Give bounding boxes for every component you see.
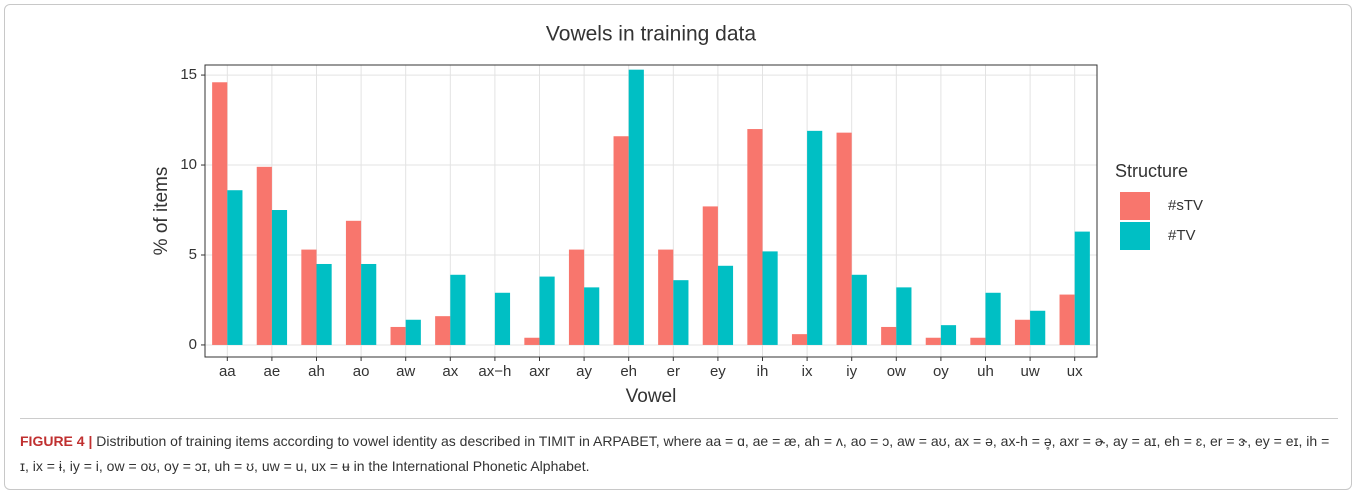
bar: [1014, 319, 1031, 345]
bar: [450, 274, 466, 345]
bar: [390, 326, 406, 345]
legend-title: Structure: [1115, 161, 1188, 181]
bar: [925, 337, 941, 345]
x-tick-label: oy: [933, 363, 949, 380]
y-axis-label: % of items: [151, 167, 172, 256]
bar: [940, 325, 957, 345]
bar: [791, 334, 808, 345]
bar: [762, 251, 778, 345]
legend-key: [1120, 222, 1150, 250]
chart: Vowels in training data Vowel % of items…: [151, 23, 1203, 407]
caption: FIGURE 4 | Distribution of training item…: [20, 418, 1338, 479]
y-tick-label: 15: [180, 66, 197, 83]
legend-label: #sTV: [1168, 197, 1203, 214]
x-tick-label: uw: [1021, 363, 1040, 380]
x-tick-label: ao: [353, 363, 370, 380]
bar: [717, 265, 734, 345]
x-tick-label: ay: [576, 363, 592, 380]
bar: [881, 326, 897, 345]
x-tick-label: ah: [308, 363, 325, 380]
caption-text: Distribution of training items according…: [20, 433, 1330, 474]
bar: [361, 263, 377, 345]
bar: [345, 220, 362, 345]
bar: [1074, 231, 1090, 345]
y-tick-label: 0: [189, 336, 197, 353]
x-tick-label: ih: [757, 363, 769, 380]
figure-frame: [4, 4, 1352, 490]
x-tick-label: ax−h: [478, 363, 511, 380]
bar: [212, 82, 228, 345]
bar: [747, 129, 763, 345]
x-tick-label: ae: [264, 363, 281, 380]
x-tick-label: ax: [442, 363, 458, 380]
bar: [524, 337, 540, 345]
x-tick-label: ey: [710, 363, 726, 380]
x-tick-label: ix: [802, 363, 813, 380]
bar: [405, 319, 421, 345]
bar: [896, 287, 912, 345]
bar: [851, 274, 867, 345]
y-tick-label: 10: [180, 156, 197, 173]
bar: [584, 287, 600, 345]
bar: [568, 249, 585, 345]
bar: [970, 337, 986, 345]
x-tick-label: ux: [1067, 363, 1083, 380]
bar: [658, 249, 674, 345]
bar: [256, 166, 272, 345]
bar: [316, 263, 332, 345]
x-tick-label: uh: [977, 363, 994, 380]
x-tick-label: aa: [219, 363, 236, 380]
x-tick-label: iy: [846, 363, 857, 380]
bar: [1030, 310, 1046, 345]
x-tick-label: ow: [887, 363, 906, 380]
bar: [985, 292, 1001, 345]
bar: [836, 132, 852, 345]
x-tick-label: eh: [620, 363, 637, 380]
legend-key: [1120, 192, 1150, 220]
bar: [628, 69, 644, 345]
bar: [494, 292, 511, 345]
bar: [673, 280, 689, 345]
bar: [702, 206, 718, 345]
bar: [271, 210, 288, 345]
bar: [539, 276, 555, 345]
bar: [301, 249, 317, 345]
bar: [1059, 294, 1075, 345]
x-tick-label: er: [667, 363, 680, 380]
plot-panel: [204, 64, 1098, 358]
y-tick-label: 5: [189, 246, 197, 263]
caption-label: FIGURE 4 |: [20, 433, 93, 449]
x-axis-label: Vowel: [626, 386, 677, 407]
legend-label: #TV: [1168, 227, 1196, 244]
chart-title: Vowels in training data: [546, 23, 756, 46]
bar: [227, 190, 243, 345]
bar: [807, 130, 823, 345]
bar: [613, 136, 629, 345]
bar: [435, 316, 451, 345]
x-tick-label: aw: [396, 363, 415, 380]
x-tick-label: axr: [529, 363, 550, 380]
